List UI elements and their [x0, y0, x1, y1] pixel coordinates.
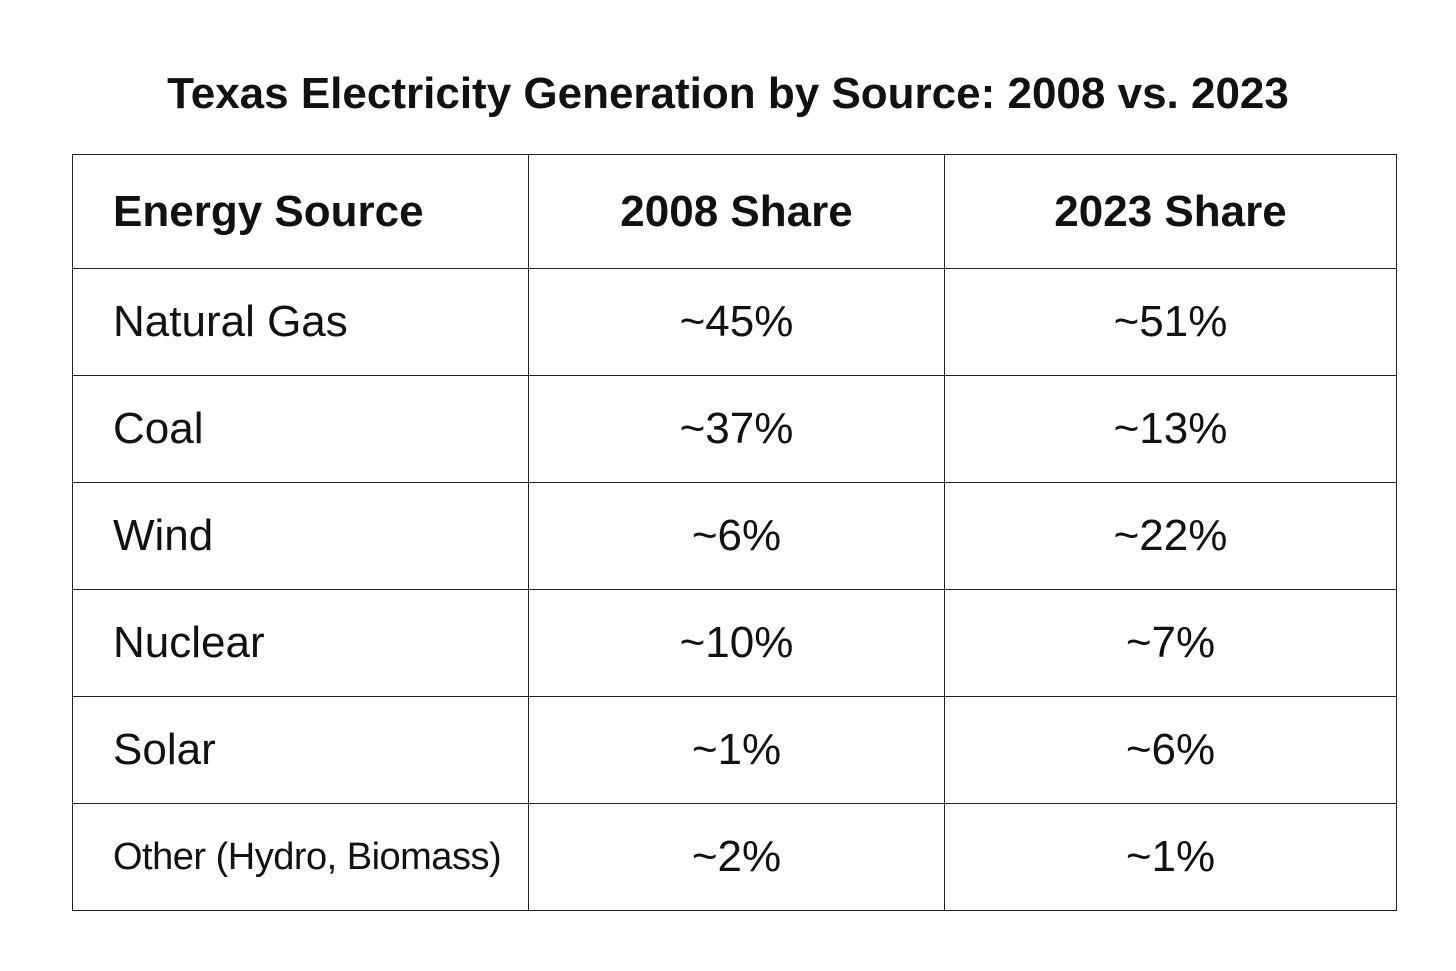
column-header-2023-share: 2023 Share: [944, 154, 1397, 269]
table-row: Coal ~37% ~13%: [72, 375, 1397, 483]
share-2008-cell: ~6%: [528, 482, 945, 590]
header-row: Energy Source 2008 Share 2023 Share: [72, 154, 1397, 269]
energy-source-cell: Nuclear: [72, 589, 529, 697]
share-2023-cell: ~7%: [944, 589, 1397, 697]
energy-source-cell: Wind: [72, 482, 529, 590]
share-2023-cell: ~1%: [944, 803, 1397, 911]
share-2023-cell: ~51%: [944, 268, 1397, 376]
energy-source-cell: Solar: [72, 696, 529, 804]
share-2008-cell: ~37%: [528, 375, 945, 483]
table-row: Nuclear ~10% ~7%: [72, 589, 1397, 697]
table-title: Texas Electricity Generation by Source: …: [167, 69, 1289, 118]
share-2008-cell: ~10%: [528, 589, 945, 697]
table-row: Wind ~6% ~22%: [72, 482, 1397, 590]
share-2008-cell: ~45%: [528, 268, 945, 376]
table-row: Natural Gas ~45% ~51%: [72, 268, 1397, 376]
share-2023-cell: ~13%: [944, 375, 1397, 483]
table-row: Other (Hydro, Biomass) ~2% ~1%: [72, 803, 1397, 911]
share-2008-cell: ~2%: [528, 803, 945, 911]
energy-source-cell: Other (Hydro, Biomass): [72, 803, 529, 911]
share-2023-cell: ~6%: [944, 696, 1397, 804]
column-header-2008-share: 2008 Share: [528, 154, 945, 269]
column-header-energy-source: Energy Source: [72, 154, 529, 269]
energy-source-cell: Natural Gas: [72, 268, 529, 376]
share-2008-cell: ~1%: [528, 696, 945, 804]
energy-source-cell: Coal: [72, 375, 529, 483]
share-2023-cell: ~22%: [944, 482, 1397, 590]
energy-share-table: Energy Source 2008 Share 2023 Share Natu…: [72, 154, 1397, 911]
table-row: Solar ~1% ~6%: [72, 696, 1397, 804]
